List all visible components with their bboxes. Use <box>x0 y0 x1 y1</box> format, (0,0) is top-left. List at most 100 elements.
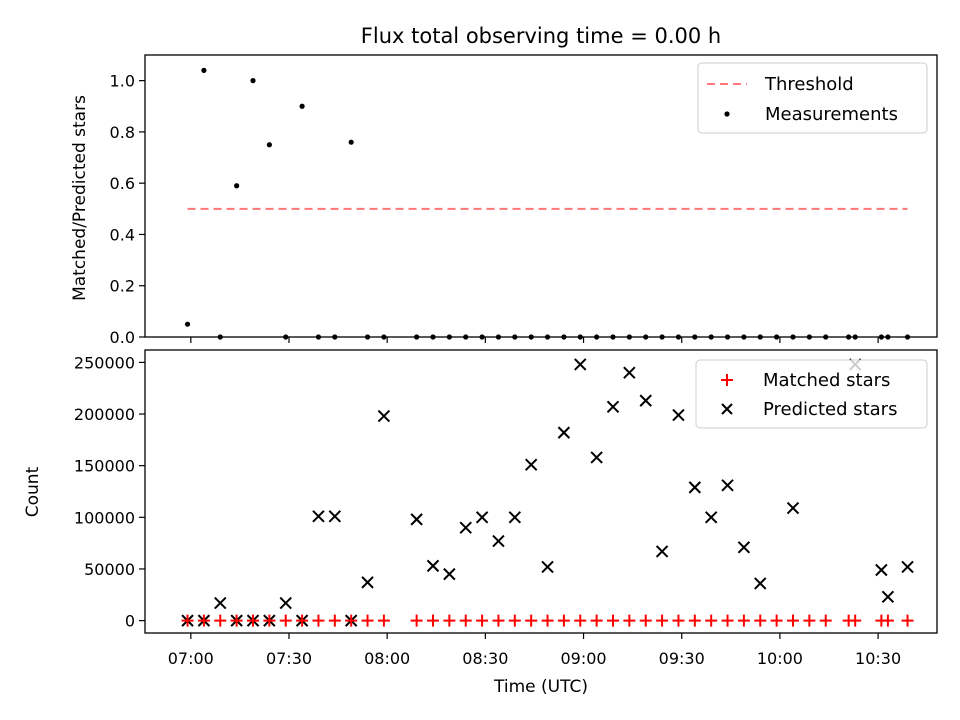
predicted-point <box>590 451 603 464</box>
predicted-point <box>754 577 767 590</box>
legend-matched-label: Matched stars <box>763 370 890 391</box>
matched-point <box>361 614 374 627</box>
matched-point <box>410 614 423 627</box>
bottom-legend-box <box>695 359 928 429</box>
predicted-point <box>606 400 620 414</box>
legend-predicted-label: Predicted stars <box>763 399 897 420</box>
legend-matched-marker <box>721 374 733 386</box>
matched-point <box>377 614 390 627</box>
top-y-axis-label: Matched/Predicted stars <box>70 95 90 301</box>
predicted-point <box>639 394 652 407</box>
x-axis-label: Time (UTC) <box>493 677 588 697</box>
predicted-point <box>786 501 800 515</box>
predicted-point <box>410 513 423 526</box>
bottom-panel: Count Time (UTC) 07:00 07:30 08:00 08:30 09:… <box>23 349 938 697</box>
matched-point <box>181 614 194 627</box>
measurement-point <box>348 139 354 145</box>
x-tick-label: 10:00 <box>757 649 803 668</box>
matched-point <box>459 614 472 627</box>
predicted-point <box>875 563 888 577</box>
top-panel: Flux total observing time = 0.00 h Match… <box>70 24 938 347</box>
legend-measurements-marker <box>724 111 730 117</box>
matched-point <box>656 614 669 627</box>
matched-point <box>525 614 538 627</box>
matched-point <box>574 614 587 627</box>
predicted-point <box>459 521 472 534</box>
matched-point <box>623 614 636 627</box>
top-y-tick-label: 0.8 <box>110 123 135 142</box>
matched-point <box>803 614 816 627</box>
matched-point <box>443 614 456 627</box>
x-tick-label: 07:30 <box>266 649 312 668</box>
matched-point <box>737 614 750 627</box>
bottom-legend: Matched stars Predicted stars <box>695 359 928 429</box>
top-y-tick-label: 0.2 <box>110 277 135 296</box>
predicted-point <box>312 510 325 523</box>
predicted-point <box>214 596 227 610</box>
matched-point <box>819 614 832 627</box>
matched-point <box>328 614 341 627</box>
legend-measurements-label: Measurements <box>765 104 898 125</box>
legend-predicted-marker <box>721 403 733 415</box>
matched-point <box>688 614 701 627</box>
matched-point <box>492 614 505 627</box>
x-tick-label: 10:30 <box>855 649 901 668</box>
matched-point <box>639 614 652 627</box>
matched-point <box>901 614 914 627</box>
matched-point <box>476 614 489 627</box>
predicted-point <box>443 567 456 581</box>
predicted-point <box>377 409 391 423</box>
predicted-point <box>574 358 587 371</box>
measurement-point <box>299 103 305 109</box>
matched-point <box>541 614 554 627</box>
matched-point <box>508 614 521 627</box>
top-y-tick-label: 0.0 <box>110 328 135 347</box>
top-axes-frame <box>144 54 938 338</box>
bottom-plot-area: 07:00 07:30 08:00 08:30 09:00 09:30 10:00 10:30… <box>74 353 914 668</box>
predicted-point <box>492 534 505 548</box>
top-legend-box <box>697 62 928 134</box>
predicted-point <box>361 576 374 589</box>
top-plot-area: 0.0 0.2 0.4 0.6 0.8 1.0 <box>110 67 911 347</box>
matched-point <box>345 614 358 627</box>
matched-point <box>590 614 603 627</box>
matched-point <box>312 614 325 627</box>
bottom-y-tick-label: 100000 <box>74 508 135 527</box>
matched-point <box>230 614 243 627</box>
matched-point <box>214 614 227 627</box>
predicted-point <box>623 366 636 379</box>
matched-point <box>881 614 894 627</box>
predicted-point <box>737 541 751 554</box>
matched-point <box>197 614 210 627</box>
bottom-y-tick-label: 250000 <box>74 353 135 372</box>
matched-point <box>279 614 292 627</box>
bottom-axes-frame <box>144 349 938 634</box>
matched-point <box>263 614 276 627</box>
predicted-point <box>704 511 718 524</box>
predicted-point <box>426 559 440 573</box>
matched-point <box>607 614 619 627</box>
top-y-tick-label: 1.0 <box>110 72 135 91</box>
matched-point <box>672 614 685 627</box>
x-tick-label: 09:30 <box>659 649 705 668</box>
matched-point <box>721 614 734 627</box>
x-tick-label: 08:30 <box>462 649 508 668</box>
measurement-point <box>234 183 240 189</box>
bottom-y-tick-label: 150000 <box>74 457 135 476</box>
predicted-point <box>688 481 702 494</box>
matched-point <box>296 614 309 627</box>
x-tick-label: 07:00 <box>168 649 214 668</box>
matched-point <box>770 614 783 627</box>
predicted-point <box>328 510 342 523</box>
measurement-point <box>184 321 191 327</box>
measurement-point <box>266 142 272 148</box>
x-tick-label: 08:00 <box>364 649 410 668</box>
legend-threshold-label: Threshold <box>764 74 854 95</box>
measurement-point <box>250 78 256 84</box>
top-y-tick-label: 0.4 <box>110 225 135 244</box>
predicted-point <box>541 560 554 574</box>
top-legend: Threshold Measurements <box>697 62 928 134</box>
bottom-y-tick-label: 0 <box>125 612 135 631</box>
matched-point <box>247 614 259 627</box>
